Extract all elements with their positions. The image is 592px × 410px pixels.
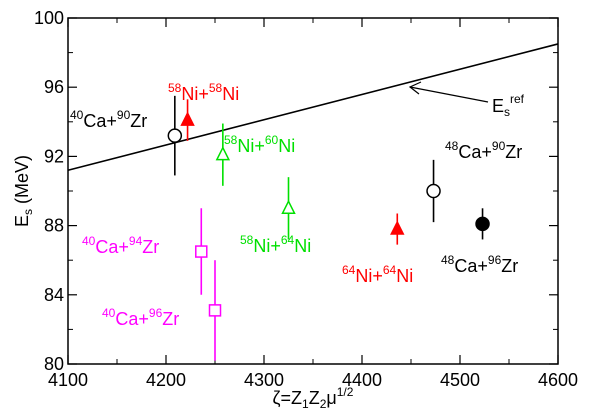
data-point — [475, 208, 490, 240]
point-labels: 40Ca+90Zr 58Ni+58Ni 58Ni+60Ni 58Ni+64Ni 40Ca… — [70, 81, 522, 329]
y-tick-label: 80 — [44, 354, 64, 374]
data-points — [167, 95, 490, 361]
point-label: 48Ca+90Zr — [445, 139, 522, 162]
axis-ticks: 4100 4200 4300 4400 4500 4600 80 84 88 92 96 100 ζ=Z… — [12, 8, 578, 410]
reference-arrow — [409, 86, 489, 103]
point-label: 48Ca+96Zr — [441, 253, 518, 276]
reference-label: Esref — [492, 92, 525, 119]
y-tick-label: 96 — [44, 77, 64, 97]
reference-arrowhead — [408, 81, 422, 95]
y-axis-title: Es (MeV) — [12, 155, 35, 227]
data-point — [167, 95, 183, 176]
point-label: 58Ni+60Ni — [224, 133, 295, 156]
point-label: 40Ca+96Zr — [102, 306, 179, 329]
x-tick-label: 4100 — [48, 370, 88, 390]
square-marker — [195, 245, 208, 258]
point-label: 40Ca+94Zr — [82, 234, 159, 257]
data-point — [281, 177, 296, 240]
triangle-marker — [390, 220, 405, 235]
point-label: 40Ca+90Zr — [70, 108, 147, 131]
y-tick-label: 88 — [44, 216, 64, 236]
x-tick-label: 4200 — [146, 370, 186, 390]
data-point — [195, 208, 208, 295]
triangle-marker — [180, 111, 195, 126]
reference-line — [67, 43, 559, 172]
reference-line-group: Esref — [67, 43, 559, 172]
data-point — [390, 213, 405, 245]
triangle-marker — [281, 199, 296, 215]
x-axis-title: ζ=Z1Z2μ1/2 — [273, 385, 354, 410]
point-label: 58Ni+64Ni — [240, 233, 311, 256]
point-label: 58Ni+58Ni — [168, 81, 239, 104]
y-tick-label: 100 — [34, 8, 64, 28]
x-tick-label: 4500 — [440, 370, 480, 390]
square-marker — [208, 304, 222, 317]
x-tick-label: 4600 — [538, 370, 578, 390]
x-tick-label: 4300 — [244, 370, 284, 390]
data-point — [215, 123, 231, 186]
circle-marker — [426, 183, 441, 199]
x-tick-label: 4400 — [342, 370, 382, 390]
y-tick-label: 92 — [44, 146, 64, 166]
point-label: 64Ni+64Ni — [342, 263, 413, 286]
data-point — [426, 159, 441, 223]
y-tick-label: 84 — [44, 285, 64, 305]
triangle-marker — [215, 145, 231, 161]
circle-marker — [475, 216, 490, 232]
circle-marker — [167, 128, 183, 143]
data-point — [180, 99, 195, 141]
data-point — [208, 260, 222, 361]
